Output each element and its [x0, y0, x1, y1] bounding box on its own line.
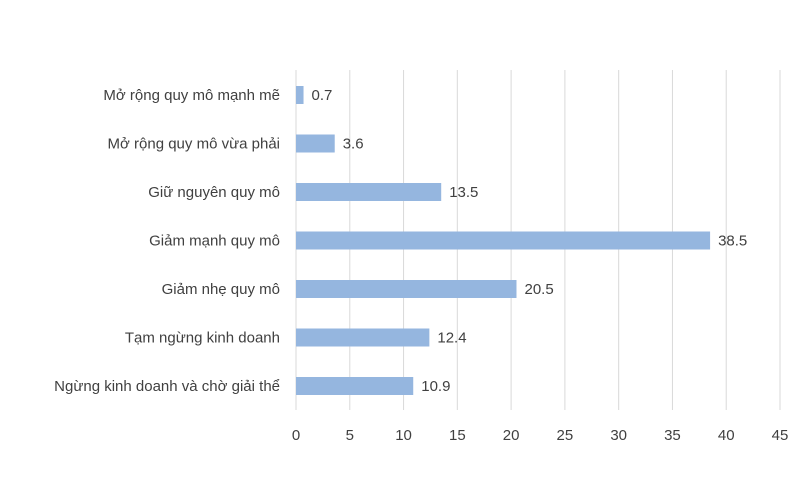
bars — [296, 86, 711, 395]
category-label: Ngừng kinh doanh và chờ giải thể — [54, 378, 280, 395]
x-tick-label: 20 — [503, 427, 520, 444]
bar — [296, 328, 430, 347]
data-label: 0.7 — [312, 87, 333, 104]
category-label: Mở rộng quy mô vừa phải — [108, 136, 280, 153]
x-tick-label: 0 — [292, 427, 300, 444]
x-tick-label: 35 — [664, 427, 681, 444]
bar — [296, 377, 414, 395]
category-label: Mở rộng quy mô mạnh mẽ — [103, 87, 280, 104]
bar — [296, 86, 304, 104]
x-tick-label: 10 — [395, 427, 412, 444]
x-tick-label: 25 — [557, 427, 574, 444]
category-label: Giảm nhẹ quy mô — [162, 281, 280, 298]
data-label: 20.5 — [524, 281, 553, 298]
x-tick-label: 45 — [772, 427, 789, 444]
category-label: Tạm ngừng kinh doanh — [125, 330, 280, 347]
x-tick-label: 5 — [346, 427, 354, 444]
bar — [296, 183, 442, 201]
category-label: Giảm mạnh quy mô — [149, 233, 280, 250]
data-label: 13.5 — [449, 184, 478, 201]
bar — [296, 134, 335, 153]
bar — [296, 231, 711, 250]
category-label: Giữ nguyên quy mô — [148, 184, 280, 201]
data-label: 3.6 — [343, 136, 364, 153]
x-tick-label: 15 — [449, 427, 466, 444]
data-label: 38.5 — [718, 233, 747, 250]
bar — [296, 280, 517, 298]
data-label: 10.9 — [421, 378, 450, 395]
x-tick-label: 40 — [718, 427, 735, 444]
x-tick-label: 30 — [610, 427, 627, 444]
data-label: 12.4 — [437, 330, 466, 347]
labels: 0 5 10 15 20 25 30 35 40 45 Mở rộng quy mô mạnh mẽ… — [54, 87, 788, 444]
